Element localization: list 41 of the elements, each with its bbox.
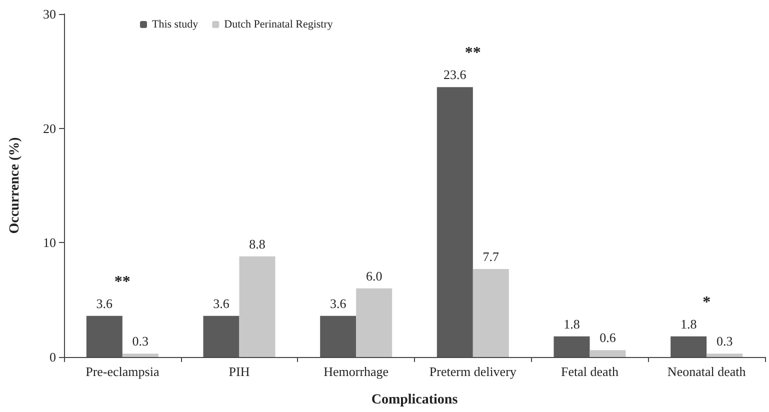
bar	[554, 336, 590, 357]
bar	[239, 256, 276, 357]
y-tick-label: 0	[50, 350, 56, 364]
data-label: 1.8	[680, 316, 697, 332]
data-label: 23.6	[444, 67, 467, 82]
bar	[590, 350, 626, 357]
annotation: **	[114, 273, 130, 290]
x-tick-label: Pre-eclampsia	[86, 364, 160, 379]
bar	[122, 354, 158, 357]
bar	[86, 316, 122, 357]
bar	[320, 316, 356, 357]
x-axis-title: Complications	[371, 392, 458, 408]
y-tick-label: 10	[43, 235, 56, 250]
y-tick-label: 20	[43, 120, 56, 136]
data-label: 0.6	[600, 330, 616, 346]
x-tick-label: Preterm delivery	[429, 364, 517, 379]
x-tick-label: Neonatal death	[667, 364, 746, 379]
y-tick-label: 30	[43, 6, 56, 22]
bar	[706, 354, 743, 357]
data-label: 3.6	[213, 296, 230, 311]
data-label: 7.7	[482, 248, 500, 264]
data-label: 3.6	[330, 296, 347, 311]
annotation: **	[464, 44, 481, 62]
data-label: 8.8	[249, 236, 266, 252]
bar	[356, 288, 392, 357]
data-label: 0.3	[132, 334, 149, 349]
x-tick-label: PIH	[228, 364, 250, 379]
y-axis-title: Occurrence (%)	[8, 136, 22, 234]
annotation: *	[702, 294, 711, 311]
x-tick-label: Fetal death	[561, 364, 619, 379]
bar	[203, 316, 240, 357]
x-tick-label: Hemorrhage	[324, 364, 389, 379]
data-label: 1.8	[564, 316, 580, 332]
data-label: 0.3	[716, 334, 733, 349]
bar	[436, 87, 473, 357]
bar	[472, 268, 509, 357]
legend-label: This study	[152, 18, 199, 30]
legend-label: Dutch Perinatal Registry	[224, 18, 334, 30]
bar	[670, 336, 707, 357]
data-label: 3.6	[96, 296, 114, 311]
data-label: 6.0	[366, 268, 382, 284]
